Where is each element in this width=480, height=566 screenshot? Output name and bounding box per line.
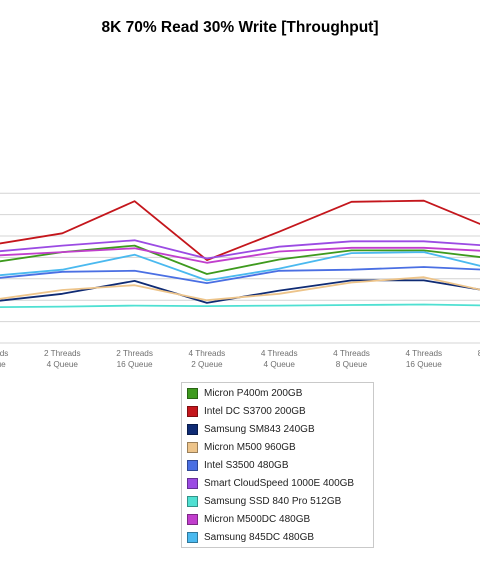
legend-label: Samsung SSD 840 Pro 512GB (204, 495, 342, 507)
legend-swatch (187, 388, 198, 400)
legend-label: Intel DC S3700 200GB (204, 406, 306, 418)
x-tick-label: 2 Threads 4 Queue (44, 349, 81, 369)
legend-swatch (187, 495, 198, 507)
series-lines (0, 199, 480, 309)
series-line-2 (0, 199, 480, 262)
legend-item: Samsung 845DC 480GB (187, 528, 373, 546)
x-tick-label: 4 Threads 16 Queue (405, 349, 442, 369)
series-line-4 (0, 276, 480, 302)
legend: Micron P400m 200GB Intel DC S3700 200GB Sa… (181, 382, 374, 548)
legend-label: Smart CloudSpeed 1000E 400GB (204, 477, 355, 489)
legend-label: Samsung 845DC 480GB (204, 531, 315, 543)
legend-swatch (187, 477, 198, 489)
legend-label: Micron P400m 200GB (204, 388, 303, 400)
series-line-5 (0, 266, 480, 285)
legend-item: Micron M500DC 480GB (187, 510, 373, 528)
legend-item: Intel S3500 480GB (187, 457, 373, 475)
x-tick-label: 4 Threads 4 Queue (261, 349, 298, 369)
legend-swatch (187, 531, 198, 543)
legend-swatch (187, 460, 198, 471)
x-tick-label: 4 Threads 8 Queue (333, 349, 370, 369)
series-line-1 (0, 244, 480, 275)
legend-swatch (187, 424, 198, 436)
legend-item: Smart CloudSpeed 1000E 400GB (187, 474, 373, 492)
legend-item: Intel DC S3700 200GB (187, 403, 373, 421)
legend-swatch (187, 442, 198, 454)
series-line-9 (0, 251, 480, 282)
series-line-6 (0, 239, 480, 260)
chart-title: 8K 70% Read 30% Write [Throughput] (101, 19, 379, 36)
legend-item: Samsung SM843 240GB (187, 421, 373, 439)
x-tick-label: 2 Threads 16 Queue (116, 349, 153, 369)
legend-label: Intel S3500 480GB (204, 460, 289, 471)
legend-label: Micron M500DC 480GB (204, 513, 311, 525)
legend-item: Samsung SSD 840 Pro 512GB (187, 492, 373, 510)
series-line-8 (0, 246, 480, 264)
legend-swatch (187, 406, 198, 418)
legend-item: Micron P400m 200GB (187, 385, 373, 403)
x-tick-label: 4 Threads 2 Queue (189, 349, 226, 369)
legend-item: Micron M500 960GB (187, 439, 373, 457)
legend-label: Samsung SM843 240GB (204, 424, 315, 436)
legend-swatch (187, 513, 198, 525)
series-line-3 (0, 279, 480, 304)
series-line-7 (0, 303, 480, 309)
legend-label: Micron M500 960GB (204, 442, 296, 454)
